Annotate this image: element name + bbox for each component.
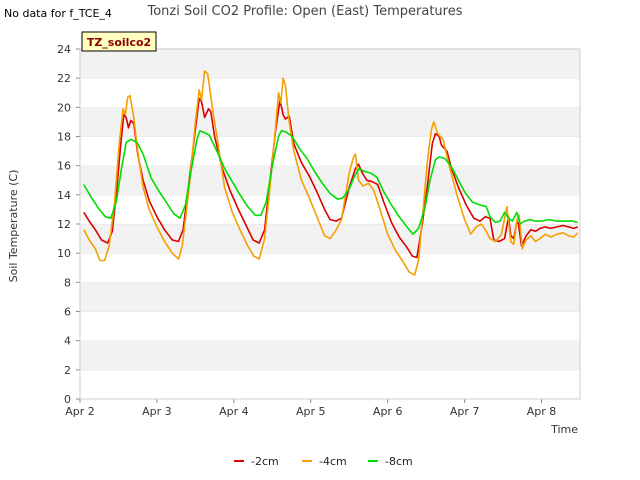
y-tick-label: 24 (57, 43, 71, 56)
series-line-4cmcm (83, 70, 579, 276)
grid-band (80, 107, 580, 137)
grid-band (80, 49, 580, 79)
x-tick-label: Apr 8 (527, 405, 557, 418)
x-tick-label: Apr 7 (450, 405, 480, 418)
series-line-8cmcm (83, 129, 578, 235)
series-tag-box (81, 31, 157, 52)
grid-band (80, 369, 580, 399)
legend: -2cm -4cm -8cm (234, 455, 413, 468)
x-axis-label: Time (550, 423, 578, 436)
grid-band (80, 311, 580, 341)
legend-label: -4cm (319, 455, 347, 468)
y-axis-label: Soil Temperature (C) (7, 170, 20, 283)
grid-band (80, 165, 580, 195)
grid-band (80, 340, 580, 370)
y-tick-label: 20 (57, 101, 71, 114)
legend-label: -2cm (251, 455, 279, 468)
grid-band (80, 136, 580, 166)
series-tag: TZ_soilco2 (81, 31, 157, 52)
no-data-note: No data for f_TCE_4 (4, 7, 112, 20)
y-tick-label: 0 (64, 393, 71, 406)
chart-title: Tonzi Soil CO2 Profile: Open (East) Temp… (146, 4, 462, 19)
y-tick-label: 22 (57, 72, 71, 85)
grid-band (80, 253, 580, 283)
y-tick-label: 4 (64, 335, 71, 348)
x-tick-label: Apr 6 (373, 405, 403, 418)
y-tick-label: 8 (64, 276, 71, 289)
grid-band (80, 282, 580, 312)
x-tick-label: Apr 4 (219, 405, 249, 418)
x-tick-label: Apr 3 (142, 405, 172, 418)
y-tick-label: 6 (64, 306, 71, 319)
x-axis-ticks: Apr 2 Apr 3 Apr 4 Apr 5 Apr 6 Apr 7 Apr 8 (65, 399, 556, 418)
y-tick-label: 18 (57, 131, 71, 144)
y-tick-label: 2 (64, 364, 71, 377)
series-lines (83, 70, 579, 276)
y-tick-label: 12 (57, 218, 71, 231)
series-tag-label: TZ_soilco2 (87, 36, 151, 49)
x-tick-label: Apr 5 (296, 405, 326, 418)
y-tick-label: 10 (57, 247, 71, 260)
plot-frame (79, 48, 581, 400)
y-tick-label: 14 (57, 189, 71, 202)
grid-bands (80, 48, 580, 399)
grid-band (80, 78, 580, 108)
x-tick-label: Apr 2 (65, 405, 95, 418)
y-tick-label: 16 (57, 160, 71, 173)
legend-label: -8cm (385, 455, 413, 468)
